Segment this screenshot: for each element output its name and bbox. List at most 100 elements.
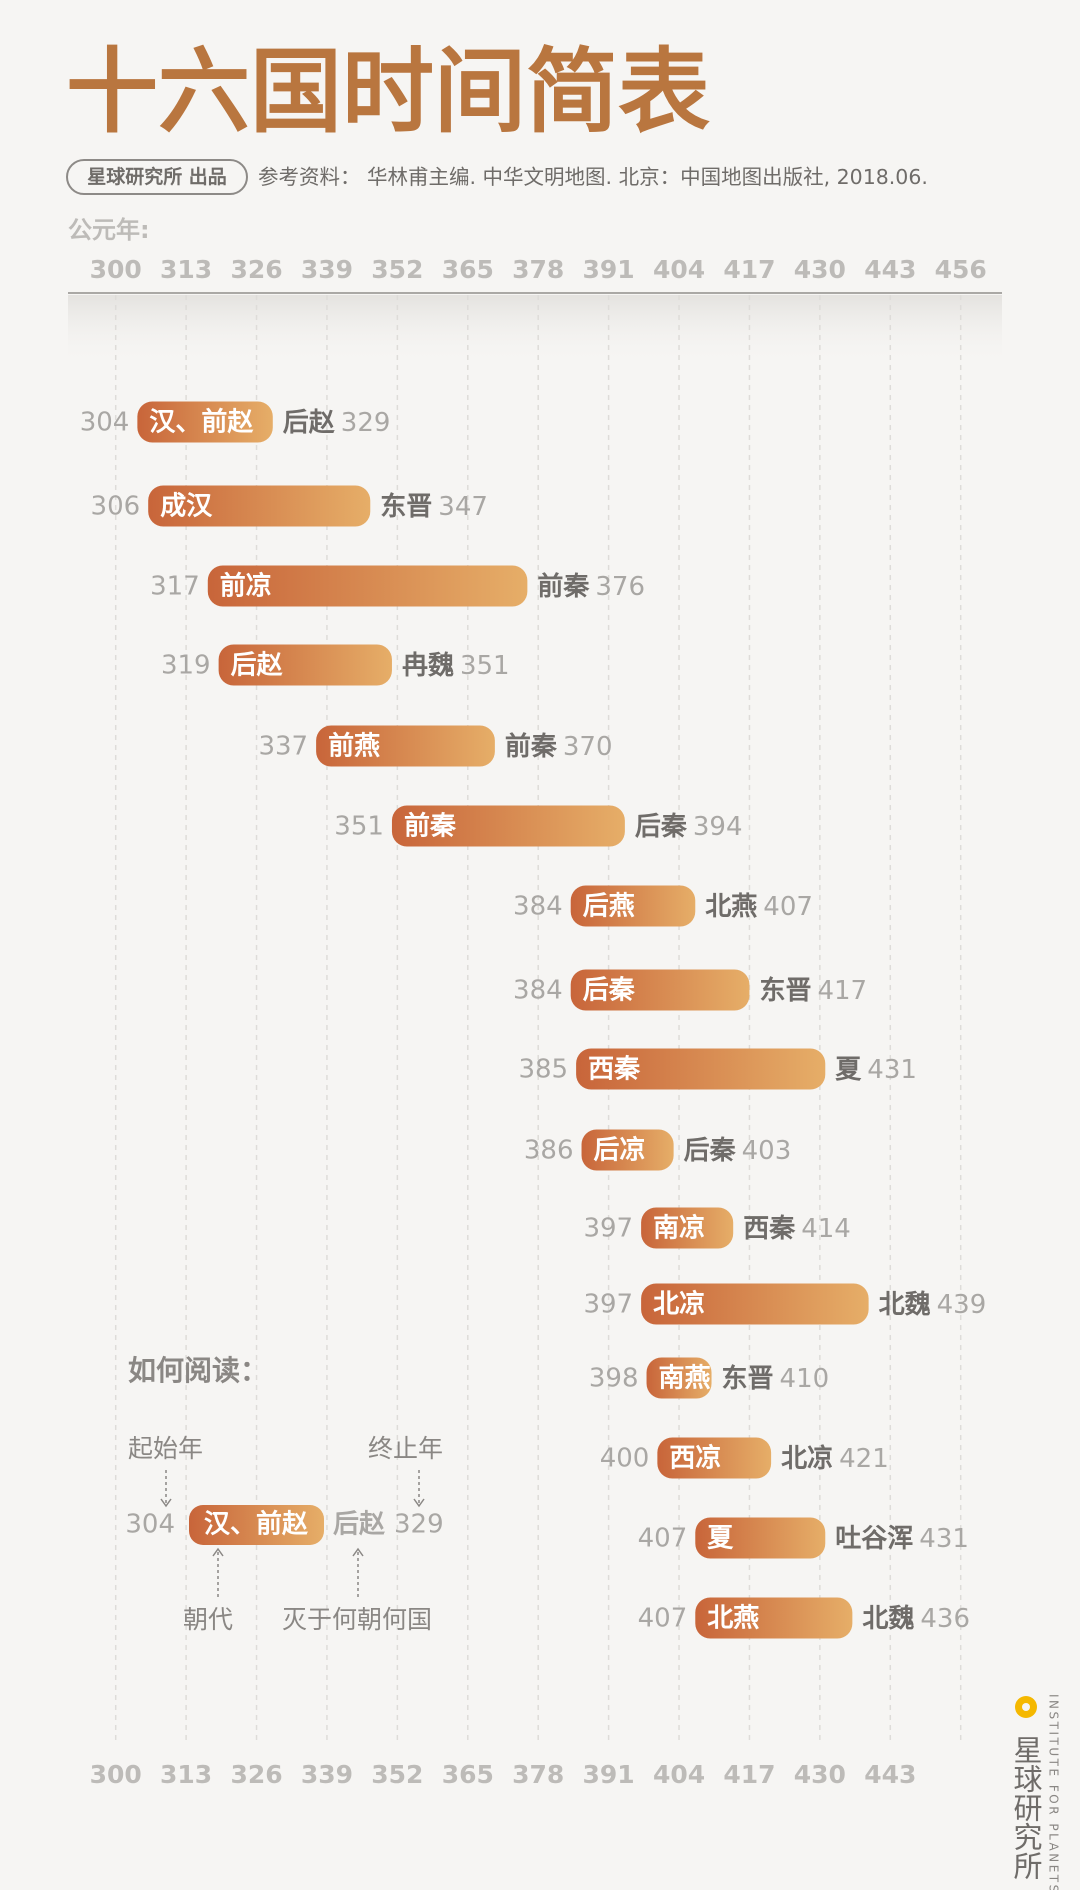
x-tick-label: 404 [653, 255, 705, 284]
bar [657, 1437, 772, 1479]
bar [641, 1207, 734, 1249]
start-year: 385 [518, 1055, 568, 1085]
start-year: 319 [161, 651, 211, 681]
bar-label: 后秦 [583, 976, 636, 1006]
brand-english: INSTITUTE FOR PLANETS [1047, 1694, 1061, 1890]
credit: 星球研究所 出品 [87, 165, 227, 188]
x-tick-label: 378 [512, 255, 564, 284]
successor: 北燕 [705, 892, 757, 922]
successor: 北凉 [781, 1444, 833, 1474]
start-year: 351 [334, 812, 384, 842]
end-label: 前秦 370 [505, 731, 613, 762]
start-year: 407 [638, 1604, 688, 1634]
start-year: 407 [638, 1524, 688, 1554]
successor: 夏 [835, 1055, 862, 1085]
bar-label: 前凉 [220, 571, 272, 602]
brand-name: 星球研究所 [1009, 1735, 1043, 1880]
start-year: 398 [589, 1364, 639, 1394]
end-label: 北燕 407 [705, 892, 813, 922]
bar [207, 565, 528, 607]
bar-label: 夏 [707, 1524, 734, 1554]
end-year: 347 [438, 492, 488, 522]
x-tick-label-bottom: 417 [723, 1760, 775, 1789]
bar [576, 1048, 826, 1090]
start-year: 384 [513, 892, 563, 922]
end-label: 北魏 436 [862, 1604, 970, 1634]
end-label: 后秦 403 [684, 1136, 792, 1166]
end-label: 西秦 414 [743, 1214, 851, 1244]
x-tick-label: 326 [230, 255, 282, 284]
legend-title: 如何阅读： [128, 1354, 268, 1387]
bar [391, 805, 625, 847]
x-tick-label-bottom: 391 [583, 1760, 635, 1789]
x-tick-label: 391 [583, 255, 635, 284]
x-tick-label-bottom: 404 [653, 1760, 705, 1789]
legend-arrow-head [160, 1498, 172, 1508]
legend-successor-label: 灭于何朝何国 [282, 1605, 432, 1634]
legend-arrow-head [413, 1498, 425, 1508]
x-tick-label: 456 [935, 255, 987, 284]
successor: 西秦 [743, 1214, 796, 1244]
bar [570, 885, 696, 927]
bar-label: 南凉 [653, 1214, 705, 1244]
end-label: 东晋 410 [722, 1363, 830, 1394]
start-year: 337 [258, 732, 308, 762]
bar [695, 1517, 826, 1559]
end-year: 351 [460, 651, 510, 681]
end-year: 403 [742, 1136, 792, 1166]
end-year: 431 [867, 1055, 917, 1085]
end-year: 436 [920, 1604, 970, 1634]
end-label: 后赵 329 [283, 408, 391, 438]
x-tick-label-bottom: 300 [90, 1760, 142, 1789]
legend-example-name: 汉、前赵 [204, 1509, 309, 1540]
successor: 东晋 [380, 491, 432, 522]
legend-name-label: 朝代 [183, 1605, 233, 1634]
end-year: 370 [563, 732, 613, 762]
start-year: 400 [600, 1444, 650, 1474]
x-tick-label-bottom: 352 [371, 1760, 423, 1789]
x-tick-label: 443 [864, 255, 916, 284]
end-year: 439 [937, 1290, 987, 1320]
start-year: 397 [583, 1214, 633, 1244]
bar-label: 前燕 [328, 731, 380, 762]
end-label: 后秦 394 [635, 812, 743, 842]
how-to-read: 如何阅读： 起始年 终止年 304 汉、前赵 后赵 329 朝代 灭于何朝何国 [125, 1354, 443, 1634]
bar-label: 北凉 [653, 1290, 705, 1320]
end-year: 376 [595, 572, 645, 602]
legend-arrow-head [212, 1547, 224, 1557]
chart-title: 十六国时间简表 [66, 38, 710, 146]
start-year: 386 [524, 1136, 574, 1166]
start-year: 384 [513, 976, 563, 1006]
legend-example-end: 329 [394, 1510, 444, 1540]
successor: 北魏 [879, 1290, 931, 1320]
end-year: 410 [780, 1364, 830, 1394]
legend-example-start: 304 [125, 1510, 175, 1540]
bar [137, 401, 273, 443]
brand: 星球研究所 INSTITUTE FOR PLANETS [1009, 1694, 1061, 1890]
start-year: 304 [80, 408, 130, 438]
legend-end-label: 终止年 [368, 1434, 443, 1463]
x-tick-label-bottom: 443 [864, 1760, 916, 1789]
end-label: 吐谷浑 431 [835, 1524, 969, 1554]
axis-shade [68, 295, 1002, 365]
x-tick-label-bottom: 365 [442, 1760, 494, 1789]
end-year: 417 [817, 976, 867, 1006]
end-year: 329 [341, 408, 391, 438]
successor: 吐谷浑 [835, 1524, 913, 1554]
bar [218, 644, 392, 686]
successor: 前秦 [537, 571, 590, 602]
legend-example-bar [189, 1505, 324, 1545]
bar-label: 成汉 [160, 492, 213, 522]
end-year: 407 [763, 892, 813, 922]
successor: 后秦 [635, 812, 688, 842]
successor: 冉魏 [402, 651, 454, 681]
bar-label: 汉、前赵 [149, 407, 254, 438]
x-tick-label-bottom: 313 [160, 1760, 212, 1789]
successor: 东晋 [722, 1363, 774, 1394]
x-tick-label: 313 [160, 255, 212, 284]
bar-label: 南燕 [659, 1364, 711, 1394]
end-label: 东晋 347 [380, 491, 488, 522]
end-label: 冉魏 351 [402, 651, 510, 681]
start-year: 397 [583, 1290, 633, 1320]
bar-label: 后赵 [231, 651, 284, 681]
